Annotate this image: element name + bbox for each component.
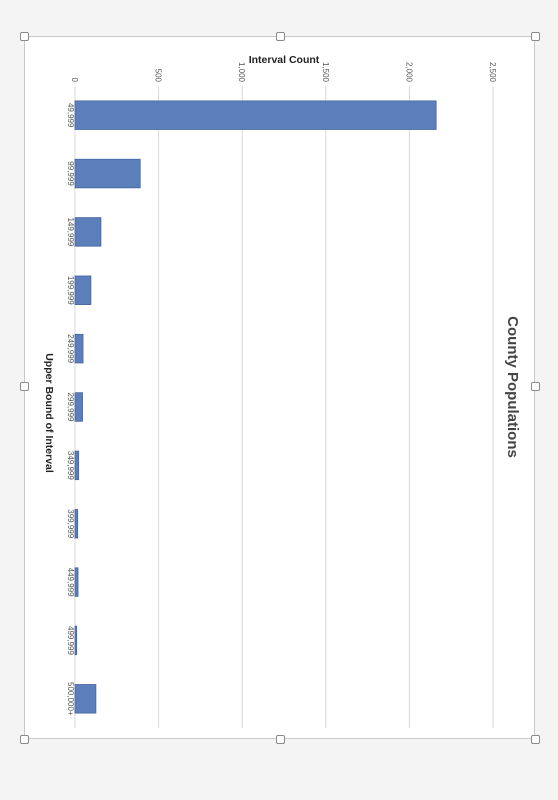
chart-title: County Populations bbox=[504, 316, 521, 458]
value-tick-label: 2,000 bbox=[404, 62, 413, 83]
bar bbox=[74, 567, 79, 597]
bar bbox=[74, 625, 78, 656]
category-tick-label: 149,999 bbox=[66, 217, 75, 246]
category-axis-title: Upper Bound of Interval bbox=[43, 353, 55, 473]
bar bbox=[74, 450, 80, 481]
bar bbox=[74, 158, 141, 189]
category-tick-label: 500,000+ bbox=[66, 682, 75, 716]
bar bbox=[74, 100, 437, 130]
value-tick-label: 1,000 bbox=[237, 62, 246, 83]
value-axis-title: Interval Count bbox=[249, 54, 320, 66]
resize-handle-bottom-left[interactable] bbox=[20, 735, 29, 744]
resize-handle-middle-right[interactable] bbox=[531, 382, 540, 391]
resize-handle-top-middle[interactable] bbox=[276, 32, 285, 41]
category-tick-label: 49,999 bbox=[66, 103, 75, 128]
category-tick-label: 299,999 bbox=[66, 393, 75, 422]
bar bbox=[74, 333, 84, 364]
resize-handle-top-left[interactable] bbox=[20, 32, 29, 41]
chart-frame[interactable] bbox=[24, 36, 535, 739]
resize-handle-middle-left[interactable] bbox=[20, 382, 29, 391]
category-tick-label: 199,999 bbox=[66, 276, 75, 305]
bar bbox=[74, 275, 92, 305]
resize-handle-bottom-middle[interactable] bbox=[276, 735, 285, 744]
bars bbox=[74, 100, 437, 714]
tick-labels: 0 500 1,000 1,500 2,000 2,500 49,999 99,999 149,… bbox=[66, 62, 497, 716]
resize-handle-top-right[interactable] bbox=[531, 32, 540, 41]
category-tick-label: 349,999 bbox=[66, 451, 75, 480]
category-tick-label: 399,999 bbox=[66, 509, 75, 538]
bar bbox=[74, 684, 97, 714]
bar bbox=[74, 392, 83, 422]
value-tick-label: 1,500 bbox=[321, 62, 330, 83]
value-tick-label: 2,500 bbox=[488, 62, 497, 83]
category-tick-label: 449,999 bbox=[66, 568, 75, 597]
category-tick-label: 499,999 bbox=[66, 626, 75, 655]
category-tick-label: 249,999 bbox=[66, 334, 75, 363]
category-tick-label: 99,999 bbox=[66, 161, 75, 186]
value-tick-label: 500 bbox=[154, 69, 163, 83]
resize-handle-bottom-right[interactable] bbox=[531, 735, 540, 744]
bar bbox=[74, 509, 79, 539]
bar bbox=[74, 217, 102, 247]
value-tick-label: 0 bbox=[70, 78, 79, 83]
